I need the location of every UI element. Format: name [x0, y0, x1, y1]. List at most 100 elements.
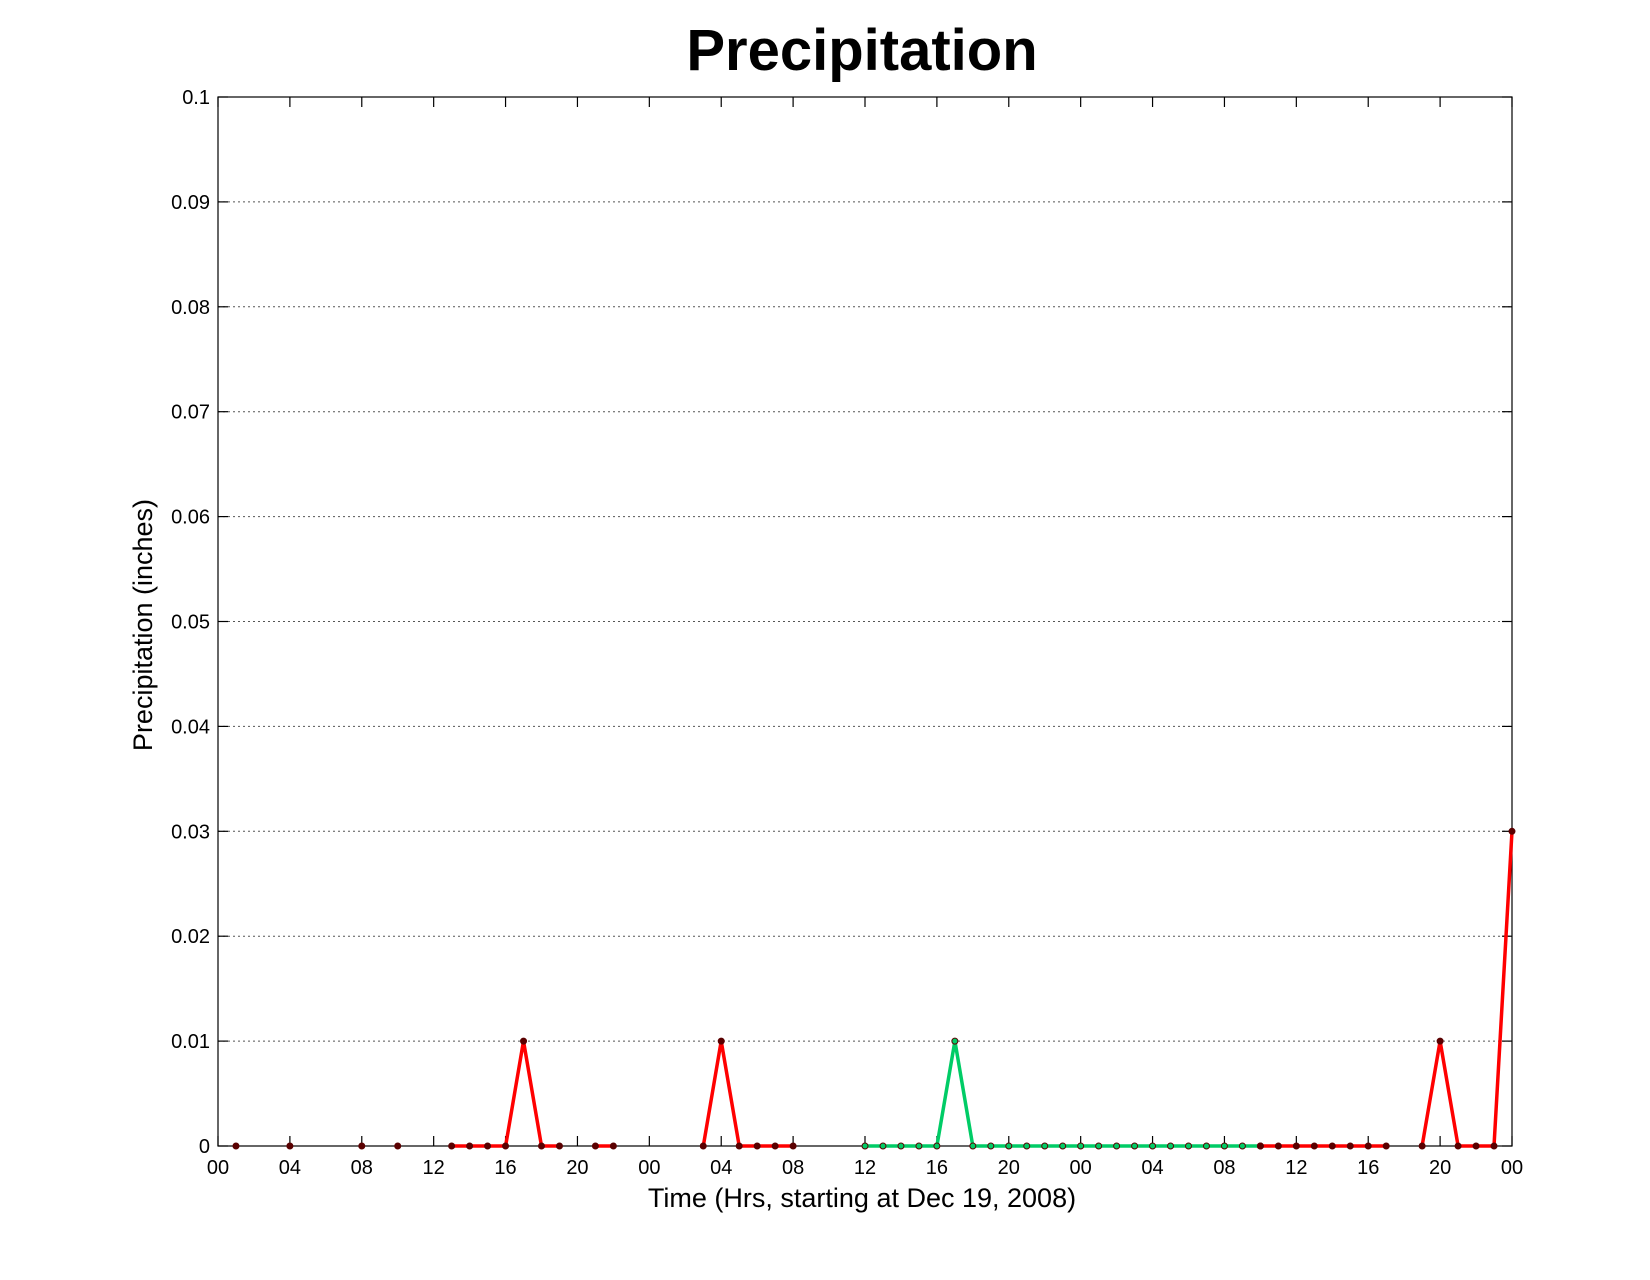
x-tick-label: 20 — [998, 1157, 1020, 1179]
y-axis: 0 0.01 0.02 0.03 0.04 0.05 0.06 0.07 0.08 0.09 0.1 — [171, 87, 1512, 1158]
red-series-line — [451, 1040, 560, 1148]
data-point-marker — [1149, 1142, 1157, 1150]
data-point-marker — [1328, 1142, 1336, 1150]
data-point-marker — [1131, 1142, 1139, 1150]
data-point-marker — [502, 1142, 510, 1150]
x-tick-label: 00 — [1501, 1157, 1523, 1179]
data-point-marker — [394, 1142, 402, 1150]
x-tick-label: 00 — [638, 1157, 660, 1179]
red-series-line — [701, 1040, 794, 1148]
y-axis-label: Precipitation (inches) — [128, 499, 158, 751]
data-point-marker — [1364, 1142, 1372, 1150]
plot-area-border — [217, 96, 1513, 1147]
x-tick-label: 04 — [1141, 1157, 1163, 1179]
data-point-marker — [789, 1142, 797, 1150]
data-point-marker — [609, 1142, 617, 1150]
y-tick-label: 0.06 — [171, 507, 210, 529]
data-point-marker — [1113, 1142, 1121, 1150]
data-point-marker — [699, 1142, 707, 1150]
chart-title: Precipitation — [686, 18, 1037, 83]
y-tick-label: 0.1 — [182, 87, 210, 109]
data-point-marker — [969, 1142, 977, 1150]
data-point-marker — [1220, 1142, 1228, 1150]
x-tick-label: 16 — [494, 1157, 516, 1179]
y-tick-label: 0.03 — [171, 821, 210, 843]
x-tick-label: 12 — [854, 1157, 876, 1179]
x-tick-label: 12 — [423, 1157, 445, 1179]
data-point-marker — [1436, 1037, 1444, 1045]
grid-layer — [218, 201, 1512, 1042]
data-point-marker — [1418, 1142, 1426, 1150]
y-tick-label: 0.05 — [171, 612, 210, 634]
x-tick-label: 08 — [351, 1157, 373, 1179]
data-point-marker — [933, 1142, 941, 1150]
x-tick-label: 20 — [566, 1157, 588, 1179]
plot-frame — [217, 96, 1513, 1147]
data-point-marker — [466, 1142, 474, 1150]
data-point-marker — [1454, 1142, 1462, 1150]
data-point-marker — [484, 1142, 492, 1150]
y-tick-label: 0.07 — [171, 402, 210, 424]
data-point-marker — [717, 1037, 725, 1045]
data-point-marker — [1346, 1142, 1354, 1150]
data-point-marker — [448, 1142, 456, 1150]
data-point-marker — [879, 1142, 887, 1150]
red-series-line — [1420, 831, 1514, 1148]
x-axis: 00 04 08 12 16 20 00 04 08 12 16 20 00 04 08 12 16 20 00 — [207, 97, 1523, 1179]
data-point-marker — [1023, 1142, 1031, 1150]
data-point-marker — [286, 1142, 294, 1150]
data-point-marker — [232, 1142, 240, 1150]
x-tick-label: 08 — [782, 1157, 804, 1179]
x-tick-label: 00 — [1070, 1157, 1092, 1179]
data-point-marker — [1041, 1142, 1049, 1150]
data-point-marker — [1382, 1142, 1390, 1150]
data-point-marker — [1292, 1142, 1300, 1150]
data-point-marker — [1472, 1142, 1480, 1150]
x-tick-label: 04 — [279, 1157, 301, 1179]
y-tick-label: 0 — [199, 1136, 210, 1158]
data-point-marker — [987, 1142, 995, 1150]
data-point-marker — [591, 1142, 599, 1150]
y-tick-label: 0.04 — [171, 716, 210, 738]
data-point-marker — [1508, 827, 1516, 835]
data-point-marker — [538, 1142, 545, 1150]
x-tick-label: 12 — [1285, 1157, 1307, 1179]
data-point-marker — [897, 1142, 905, 1150]
x-axis-label: Time (Hrs, starting at Dec 19, 2008) — [648, 1183, 1076, 1213]
data-point-marker — [861, 1142, 869, 1150]
data-point-marker — [358, 1142, 366, 1150]
data-point-marker — [555, 1142, 563, 1150]
data-point-marker — [1095, 1142, 1103, 1150]
y-tick-label: 0.01 — [171, 1031, 210, 1053]
series-layer — [232, 827, 1516, 1150]
data-point-marker — [1202, 1142, 1210, 1150]
data-point-marker — [915, 1142, 923, 1150]
data-point-marker — [1238, 1142, 1246, 1150]
data-point-marker — [520, 1037, 528, 1045]
y-tick-label: 0.09 — [171, 192, 210, 214]
x-tick-label: 04 — [710, 1157, 732, 1179]
data-point-marker — [1185, 1142, 1192, 1150]
x-tick-label: 00 — [207, 1157, 229, 1179]
data-point-marker — [1167, 1142, 1175, 1150]
data-point-marker — [1256, 1142, 1264, 1150]
data-point-marker — [1059, 1142, 1067, 1150]
data-point-marker — [1005, 1142, 1013, 1150]
x-tick-label: 08 — [1213, 1157, 1235, 1179]
data-point-marker — [951, 1037, 959, 1045]
data-point-marker — [1490, 1142, 1498, 1150]
y-tick-label: 0.02 — [171, 926, 210, 948]
x-tick-label: 20 — [1429, 1157, 1451, 1179]
green-series-line — [865, 1040, 1261, 1148]
x-tick-label: 16 — [926, 1157, 948, 1179]
y-tick-label: 0.08 — [171, 297, 210, 319]
x-tick-label: 16 — [1357, 1157, 1379, 1179]
data-point-marker — [1077, 1142, 1085, 1150]
data-point-marker — [735, 1142, 743, 1150]
data-point-marker — [753, 1142, 761, 1150]
data-point-marker — [1274, 1142, 1282, 1150]
data-point-marker — [1310, 1142, 1318, 1150]
data-point-marker — [771, 1142, 779, 1150]
